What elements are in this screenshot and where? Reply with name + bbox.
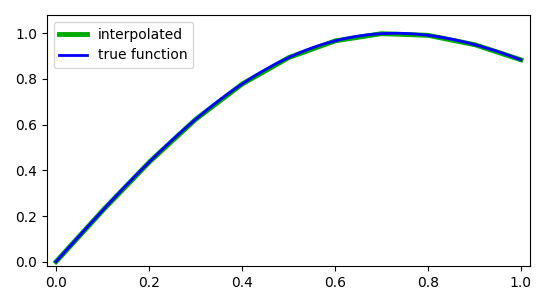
true function [276, 60, 283, 64]
true function [273, 62, 280, 65]
interpolated [379, 32, 385, 35]
interpolated [276, 61, 283, 65]
true function [507, 54, 514, 58]
true function [53, 260, 59, 264]
interpolated [53, 260, 59, 264]
interpolated [329, 40, 336, 44]
Line: interpolated: interpolated [56, 34, 521, 262]
Legend: interpolated, true function: interpolated, true function [54, 22, 193, 68]
Line: true function: true function [56, 33, 521, 262]
interpolated [435, 35, 441, 39]
true function [392, 31, 398, 35]
interpolated [304, 49, 311, 53]
interpolated [273, 63, 280, 66]
interpolated [507, 55, 514, 58]
interpolated [517, 58, 524, 62]
true function [517, 58, 524, 62]
true function [304, 48, 311, 52]
true function [435, 35, 441, 38]
true function [329, 40, 336, 43]
